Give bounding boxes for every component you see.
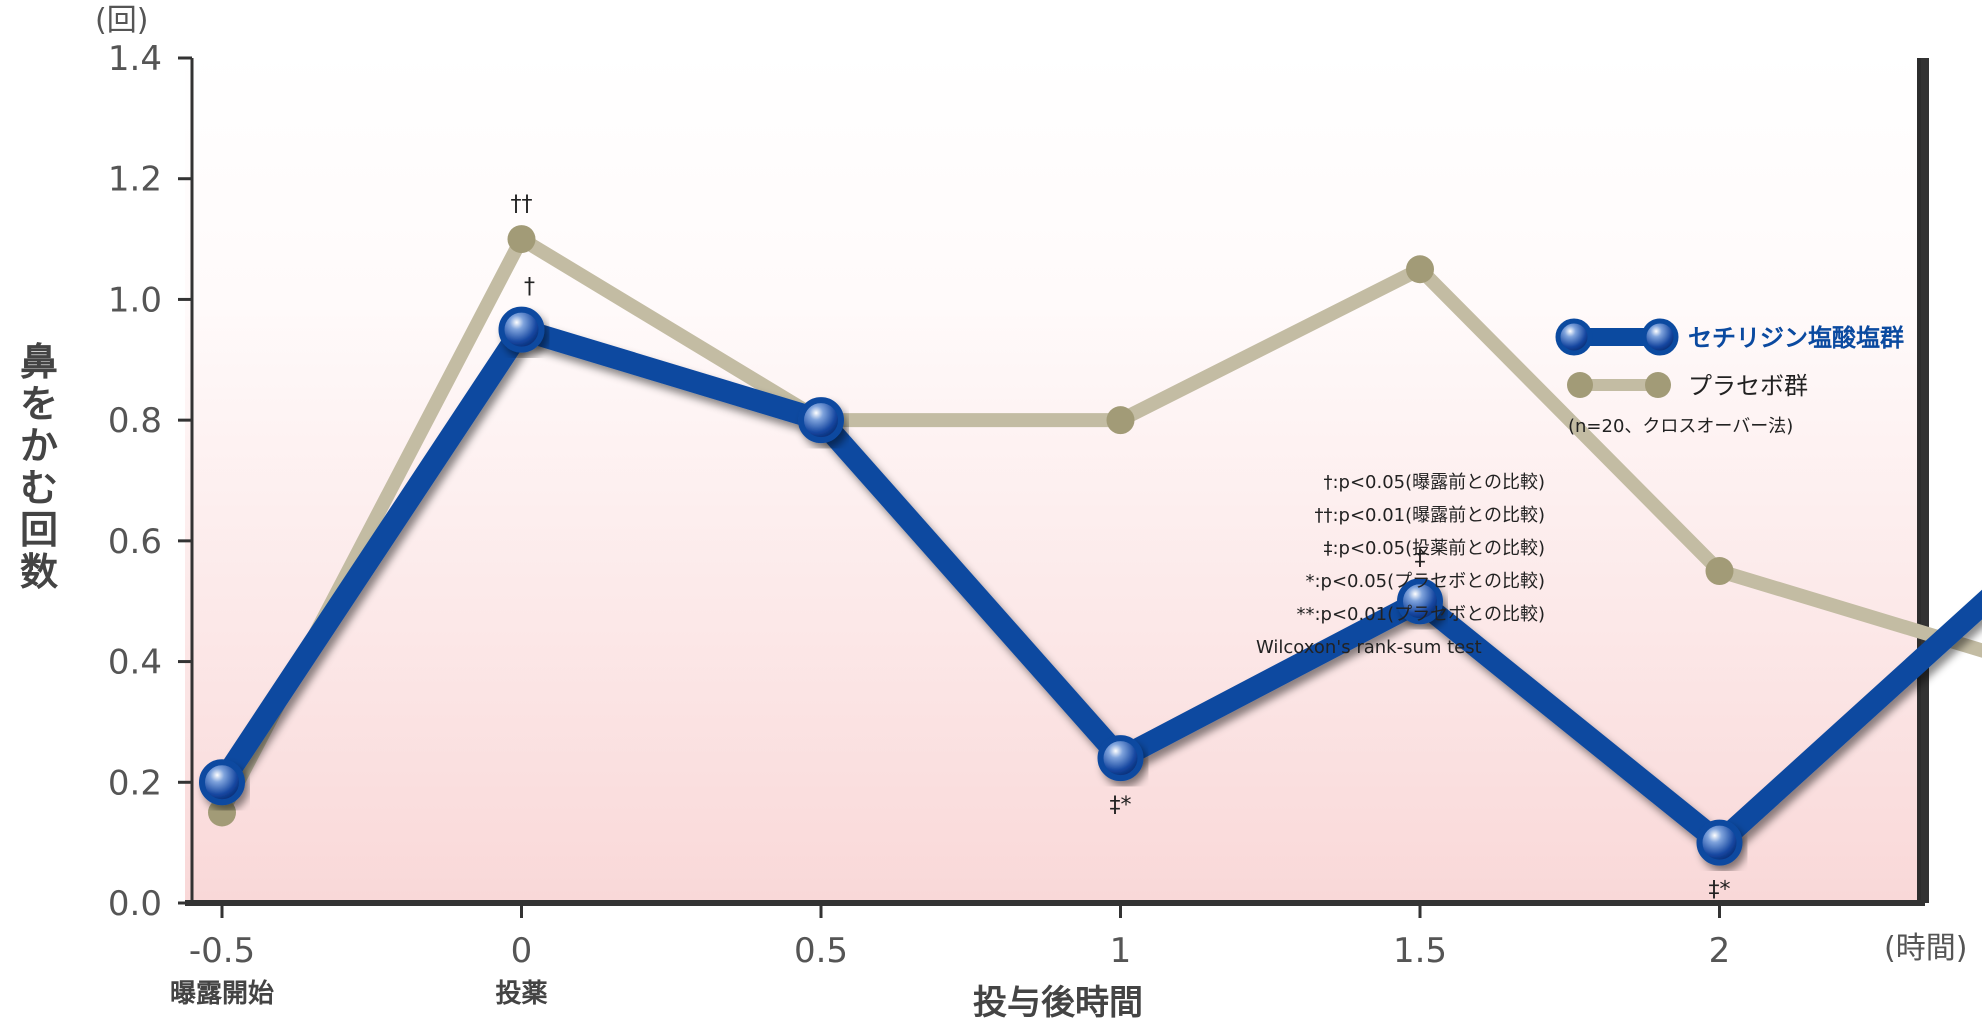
x-tick-label: 0.5 [794,931,848,971]
series-line-placebo [215,229,1982,820]
significance-mark: † [524,275,535,300]
data-point-cetirizine [1696,819,1743,866]
y-unit: (回) [95,3,148,38]
significance-mark: ‡* [1110,793,1132,818]
data-point-cetirizine [199,759,245,806]
significance-note: Wilcoxon's rank-sum test [1256,637,1482,658]
y-tick-label: 0.2 [108,763,162,803]
plot-area [185,50,1917,903]
significance-note: *:p<0.05(プラセボとの比較) [1305,571,1545,592]
significance-note: **:p<0.01(プラセボとの比較) [1296,604,1545,625]
x-tick-label: -0.5 [189,931,255,971]
data-point-placebo [208,798,236,827]
data-point-placebo [1705,557,1734,586]
series-line-cetirizine [211,316,1982,858]
data-point-cetirizine [798,397,844,444]
x-tick-label: 0 [511,931,533,971]
legend: セチリジン塩酸塩群 プラセボ群 (n=20、クロスオーバー法) [1555,318,1904,437]
data-point-placebo [507,225,536,254]
data-point-cetirizine [1097,735,1144,782]
data-point-cetirizine [498,306,545,353]
significance-mark: ‡ [1415,546,1426,571]
legend-label-cetirizine: セチリジン塩酸塩群 [1688,324,1904,352]
y-tick-label: 0.8 [108,401,162,441]
y-tick-label: 1.4 [108,39,162,79]
x-tick-label: 1 [1110,931,1132,971]
x-tick-label: 2 [1709,931,1731,971]
significance-notes: †:p<0.05(曝露前との比較) ††:p<0.01(曝露前との比較) ‡:p<0… [1256,472,1545,658]
significance-note: †:p<0.05(曝露前との比較) [1323,472,1545,493]
x-axis-label: 投与後時間 [973,983,1143,1023]
legend-marker-cetirizine [1555,318,1593,356]
significance-mark: †† [511,192,533,217]
milestone-label: 曝露開始 [170,979,274,1009]
y-tick-label: 1.2 [108,160,162,200]
data-point-cetirizine [1397,578,1443,625]
legend-label-placebo: プラセボ群 [1688,372,1808,400]
significance-note: ††:p<0.01(曝露前との比較) [1314,505,1545,526]
y-tick-label: 0.0 [108,884,162,924]
data-point-placebo [1106,406,1135,435]
significance-mark: ‡* [1709,878,1731,903]
y-tick-label: 1.0 [108,280,162,320]
legend-marker-placebo [1567,372,1593,398]
x-unit: (時間) [1884,931,1967,966]
data-point-placebo [1406,255,1434,284]
significance-note: ‡:p<0.05(投薬前との比較) [1323,538,1545,559]
milestone-label: 投薬 [495,979,547,1009]
x-tick-label: 1.5 [1393,931,1447,971]
y-tick-label: 0.4 [108,643,162,683]
y-tick-label: 0.6 [108,522,162,562]
y-axis-label: 鼻をかむ回数 [20,340,58,594]
legend-note: (n=20、クロスオーバー法) [1568,416,1793,437]
legend-marker-cetirizine [1641,318,1679,356]
legend-marker-placebo [1645,372,1671,398]
